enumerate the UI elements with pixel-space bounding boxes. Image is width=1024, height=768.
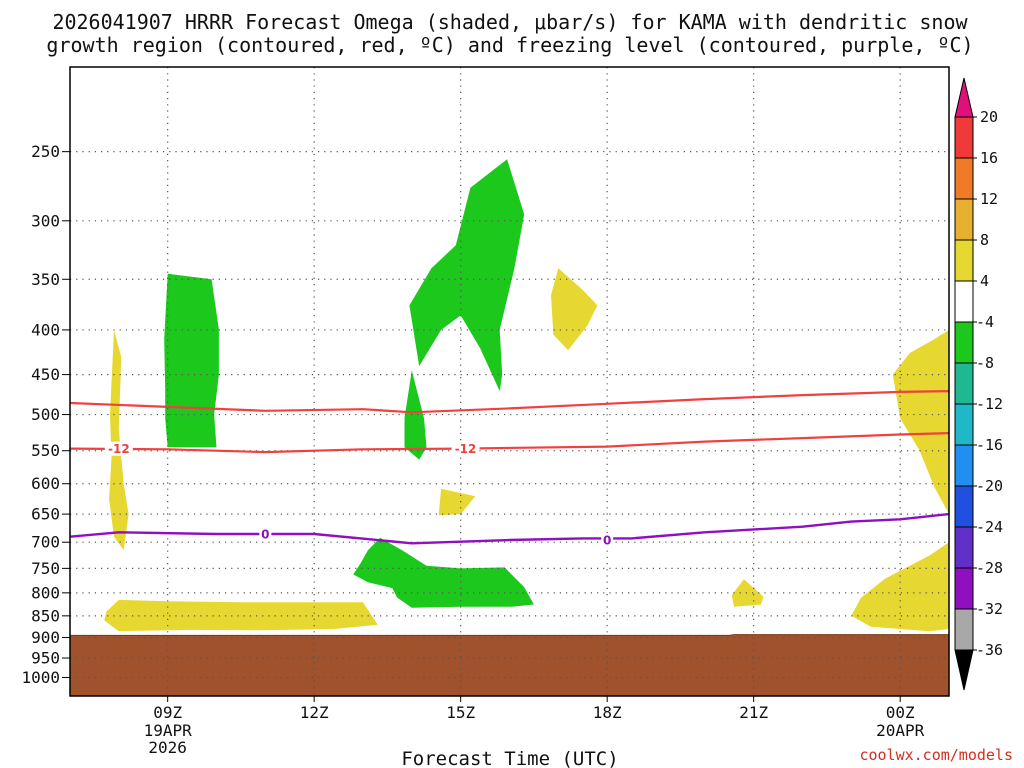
- x-tick-date-09Z: 19APR: [144, 721, 193, 740]
- colorbar-band-4: [954, 239, 974, 282]
- dgz-label-1: -12: [108, 442, 130, 456]
- colorbar-band-13: [954, 608, 974, 651]
- omega-region-negative-7: [353, 537, 534, 608]
- omega-region-positive-11: [851, 542, 949, 632]
- omega-region-negative-2: [164, 273, 219, 448]
- title-line-2: growth region (contoured, red, ºC) and f…: [46, 33, 973, 57]
- colorbar: 20 16 12 8 4 -4 -8 -12 -16 -20 -24 -28 -32 -36: [954, 77, 1003, 691]
- omega-region-positive-8: [104, 599, 378, 632]
- colorbar-band-5: [954, 280, 974, 323]
- freezing-label-2-bg: [601, 533, 614, 548]
- y-tick-label-500: 500: [31, 405, 60, 424]
- colorbar-band-9: [954, 444, 974, 487]
- y-tick-label-650: 650: [31, 505, 60, 524]
- y-tick-label-700: 700: [31, 533, 60, 552]
- colorbar-top-arrow: [954, 77, 974, 118]
- dgz-label-1-bg: [104, 441, 133, 456]
- colorbar-band-11: [954, 526, 974, 569]
- x-tick-year-09Z: 2026: [148, 738, 187, 757]
- freezing-label-1: 0: [261, 527, 269, 541]
- colorbar-label-9: -16: [976, 436, 1003, 454]
- y-tick-label-250: 250: [31, 142, 60, 161]
- freezing-label-2: 0: [603, 534, 611, 548]
- omega-shading: [104, 159, 949, 632]
- omega-region-negative-3: [409, 159, 525, 392]
- contours: -12 -12 0 0: [70, 390, 949, 548]
- colorbar-band-12: [954, 567, 974, 610]
- y-tick-label-750: 750: [31, 559, 60, 578]
- x-tick-label-09Z: 09Z: [153, 703, 182, 722]
- y-tick-label-1000: 1000: [21, 668, 60, 687]
- dgz-label-2: -12: [455, 442, 477, 456]
- colorbar-label-1: 20: [980, 108, 998, 126]
- omega-region-positive-5: [551, 268, 598, 351]
- y-tick-label-850: 850: [31, 606, 60, 625]
- omega-region-positive-6: [438, 488, 476, 516]
- ground-fill: [70, 634, 949, 696]
- ground-below-surface: [70, 634, 949, 696]
- y-tick-label-450: 450: [31, 365, 60, 384]
- colorbar-bottom-arrow: [954, 649, 974, 691]
- colorbar-band-2: [954, 157, 974, 200]
- grid-lines: [70, 67, 949, 696]
- y-tick-label-550: 550: [31, 441, 60, 460]
- x-tick-label-12Z: 12Z: [300, 703, 329, 722]
- title-line-1: 2026041907 HRRR Forecast Omega (shaded, …: [52, 10, 968, 34]
- plot-frame: [69, 66, 950, 697]
- x-tick-date-00Z: 20APR: [876, 721, 925, 740]
- colorbar-band-1: [954, 116, 974, 159]
- colorbar-label-2: 16: [980, 149, 998, 167]
- colorbar-band-10: [954, 485, 974, 528]
- colorbar-label-7: -8: [976, 354, 994, 372]
- colorbar-label-4: 8: [980, 231, 989, 249]
- surface-line: [70, 634, 949, 636]
- omega-region-positive-1: [109, 329, 129, 551]
- colorbar-label-11: -24: [976, 518, 1003, 536]
- y-axis-ticks: 250 300 350 400 450 500 550 600 650 700 750 800 850 9…: [21, 142, 70, 687]
- credit-link[interactable]: coolwx.com/models: [859, 746, 1013, 764]
- x-tick-label-00Z: 00Z: [886, 703, 915, 722]
- colorbar-label-8: -12: [976, 395, 1003, 413]
- colorbar-band-8: [954, 403, 974, 446]
- freezing-level-contour: [70, 512, 949, 545]
- dgz-contour-1: [70, 390, 949, 414]
- y-tick-label-800: 800: [31, 583, 60, 602]
- x-axis-title: Forecast Time (UTC): [401, 748, 618, 768]
- colorbar-label-5: 4: [980, 272, 989, 290]
- colorbar-label-14: -36: [976, 641, 1003, 659]
- colorbar-band-7: [954, 362, 974, 405]
- colorbar-label-3: 12: [980, 190, 998, 208]
- omega-region-negative-4: [404, 370, 427, 460]
- x-tick-label-21Z: 21Z: [739, 703, 768, 722]
- colorbar-label-10: -20: [976, 477, 1003, 495]
- dgz-label-2-bg: [451, 441, 480, 456]
- y-tick-label-400: 400: [31, 320, 60, 339]
- colorbar-label-12: -28: [976, 559, 1003, 577]
- colorbar-band-6: [954, 321, 974, 364]
- y-tick-label-350: 350: [31, 270, 60, 289]
- colorbar-label-13: -32: [976, 600, 1003, 618]
- colorbar-band-3: [954, 198, 974, 241]
- y-tick-label-600: 600: [31, 474, 60, 493]
- dgz-contour-2: [70, 432, 949, 454]
- y-tick-label-950: 950: [31, 649, 60, 668]
- x-tick-label-15Z: 15Z: [446, 703, 475, 722]
- colorbar-label-6: -4: [976, 313, 994, 331]
- y-tick-label-300: 300: [31, 211, 60, 230]
- freezing-label-1-bg: [259, 526, 272, 541]
- y-tick-label-900: 900: [31, 628, 60, 647]
- x-tick-label-18Z: 18Z: [593, 703, 622, 722]
- omega-region-positive-10: [892, 329, 949, 515]
- omega-region-positive-9: [731, 579, 764, 607]
